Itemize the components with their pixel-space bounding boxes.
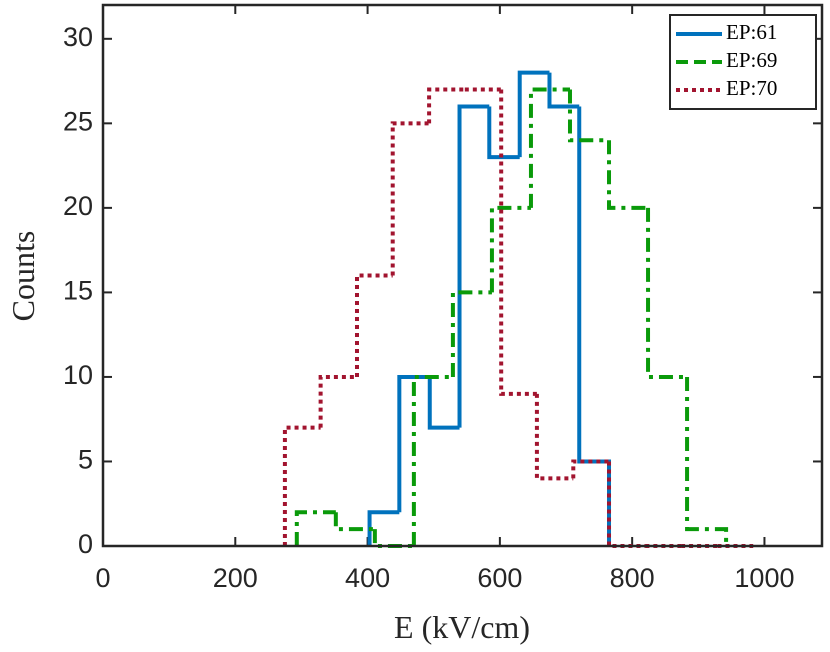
- histogram-bin: [528, 87, 570, 208]
- histogram-bin: [685, 376, 729, 546]
- histogram-bin: [318, 374, 357, 428]
- y-tick-label: 0: [78, 529, 93, 559]
- y-tick-label: 25: [63, 106, 93, 136]
- histogram-bin: [411, 374, 453, 546]
- histogram-bin: [427, 87, 465, 124]
- histogram-bin: [333, 512, 375, 532]
- x-tick-label: 1000: [734, 563, 794, 593]
- histogram-bin: [517, 70, 550, 158]
- histogram-bin: [547, 72, 580, 109]
- histogram-bin: [354, 273, 393, 377]
- histogram-bin: [534, 393, 574, 481]
- y-tick-label: 5: [78, 445, 93, 475]
- y-tick-label: 15: [63, 276, 93, 306]
- histogram-bin: [450, 290, 492, 377]
- x-axis-label: E (kV/cm): [394, 609, 530, 645]
- histogram-bin: [367, 510, 400, 546]
- histogram-bin: [567, 89, 610, 143]
- x-tick-label: 200: [213, 563, 258, 593]
- histogram-bin: [571, 459, 610, 479]
- plot-frame: [101, 3, 824, 548]
- legend-label: EP:61: [726, 20, 777, 44]
- histogram-bin: [427, 376, 460, 430]
- histogram-bin: [397, 374, 430, 513]
- histogram-bin: [646, 207, 688, 379]
- legend-box: [669, 14, 817, 110]
- x-tick-label: 600: [477, 563, 522, 593]
- histogram-bin: [577, 106, 612, 546]
- x-tick-label: 800: [610, 563, 655, 593]
- histogram-bin: [294, 510, 336, 546]
- histogram-bin: [457, 104, 490, 428]
- histogram-bin: [489, 205, 531, 293]
- y-axis-label: Counts: [5, 231, 41, 322]
- histogram-bin: [282, 425, 321, 546]
- y-tick-label: 10: [63, 360, 93, 390]
- x-tick-label: 0: [95, 563, 110, 593]
- histogram-bin: [607, 140, 649, 210]
- histogram-bin: [487, 106, 520, 160]
- y-tick-label: 30: [63, 22, 93, 52]
- x-tick-label: 400: [345, 563, 390, 593]
- histogram-bin: [390, 121, 430, 276]
- legend-label: EP:70: [726, 76, 777, 100]
- histogram-bin: [372, 529, 414, 548]
- y-tick-label: 20: [63, 191, 93, 221]
- legend-label: EP:69: [726, 48, 777, 72]
- histogram-bin: [607, 461, 646, 548]
- histogram-bin: [499, 89, 537, 396]
